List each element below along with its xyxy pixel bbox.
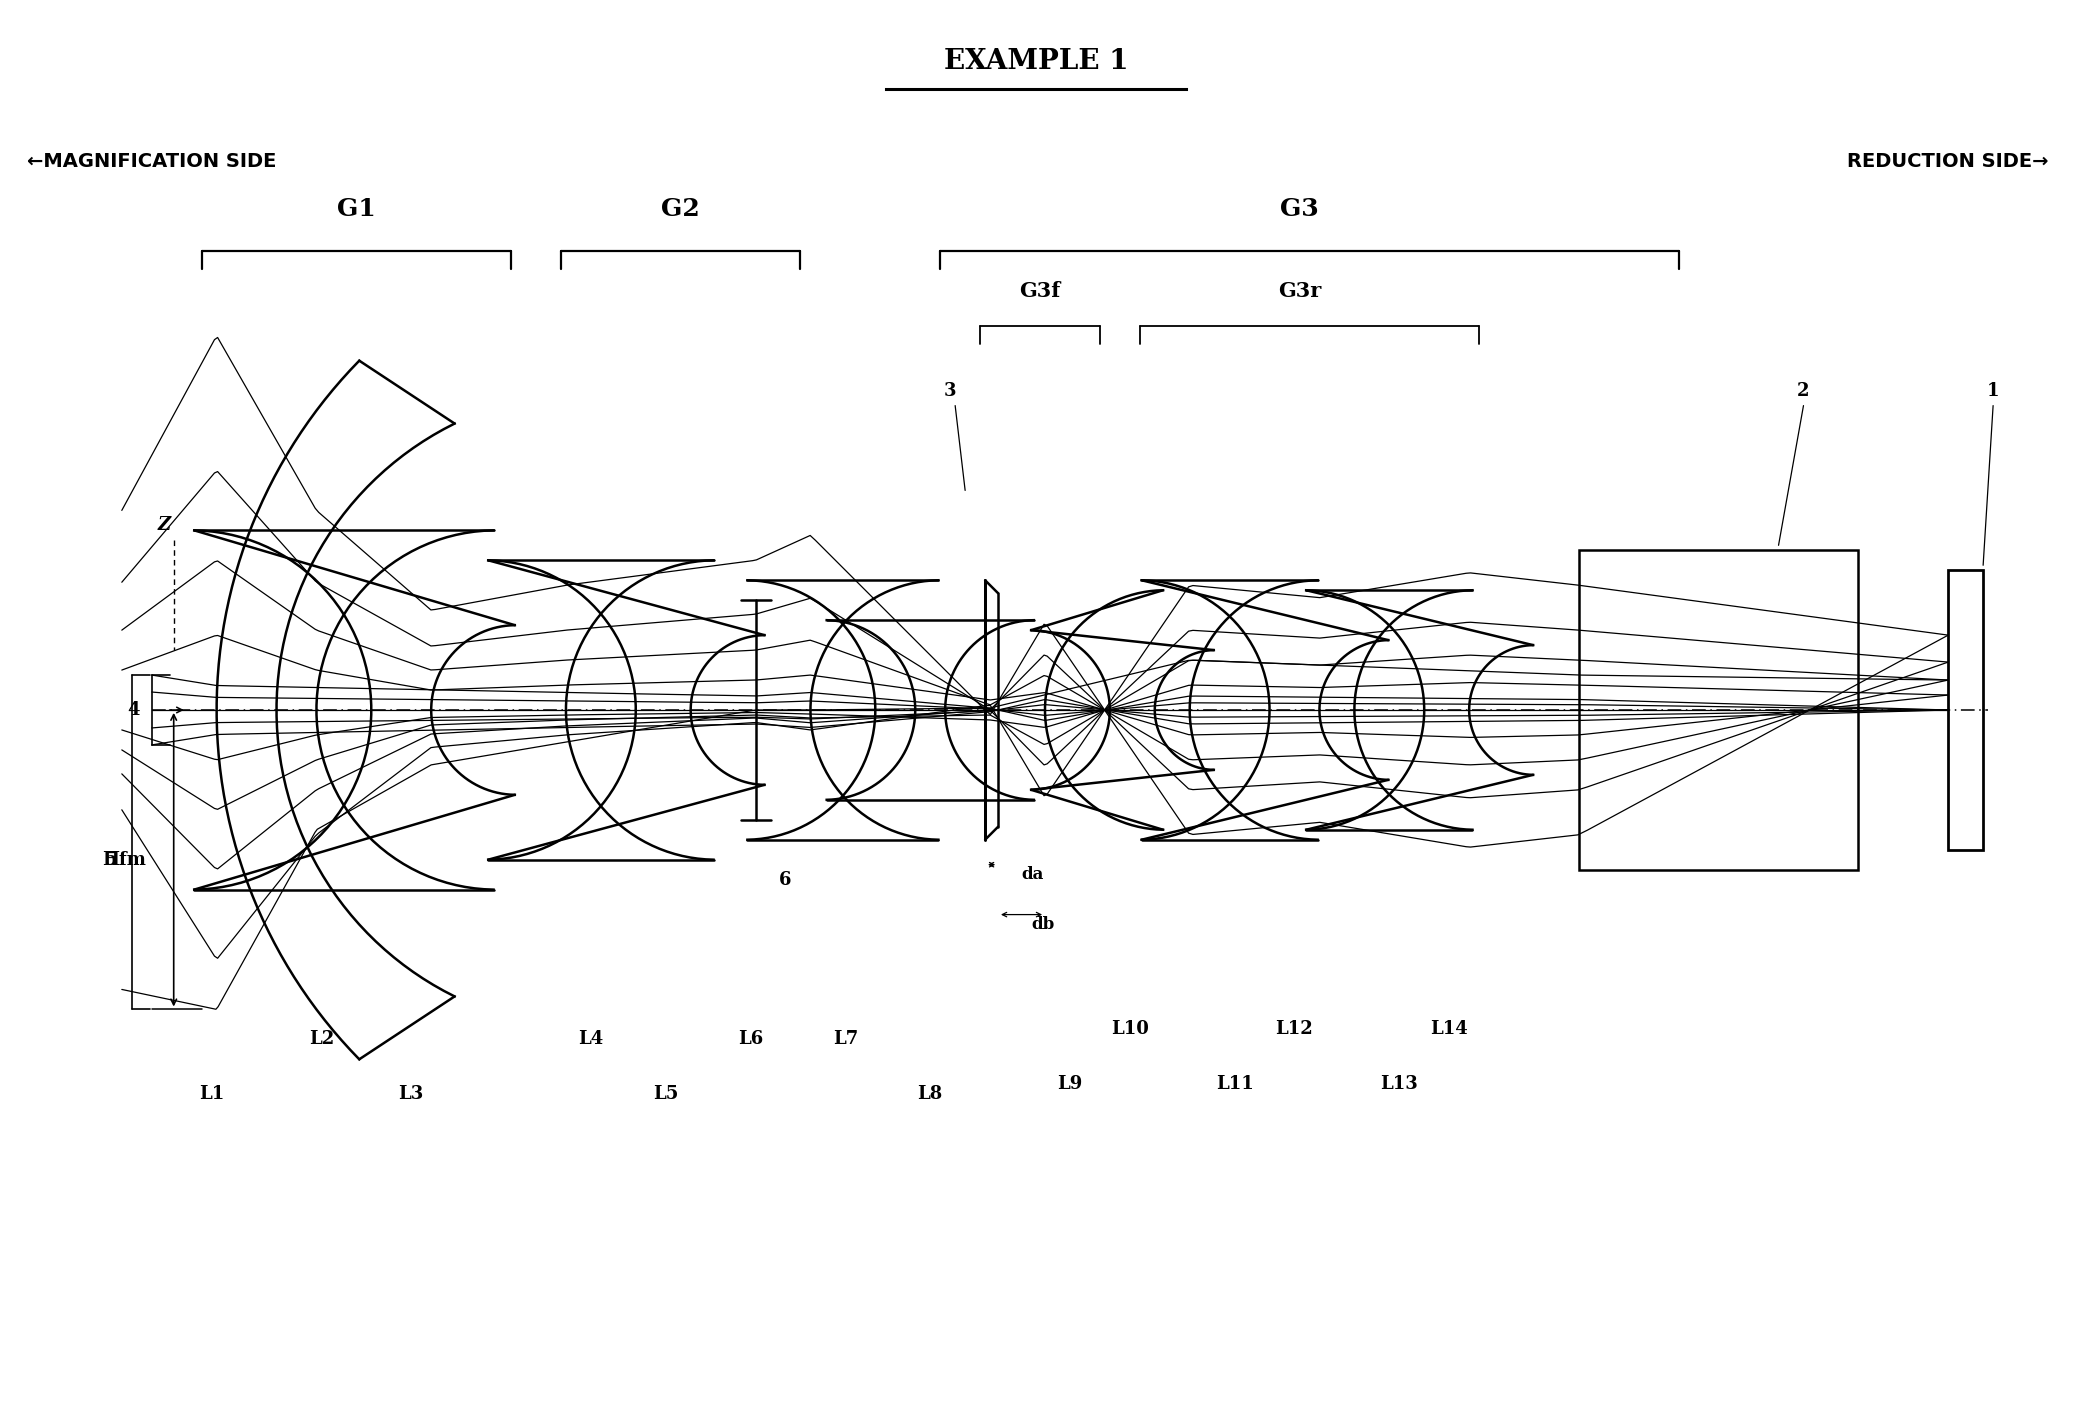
Text: ←MAGNIFICATION SIDE: ←MAGNIFICATION SIDE xyxy=(27,151,276,171)
Text: EXAMPLE 1: EXAMPLE 1 xyxy=(943,48,1128,75)
Bar xyxy=(1949,570,1984,850)
Text: db: db xyxy=(1032,916,1055,933)
Text: L9: L9 xyxy=(1057,1076,1082,1093)
Text: Z: Z xyxy=(158,516,170,534)
Text: 2: 2 xyxy=(1797,382,1810,399)
Text: L7: L7 xyxy=(833,1031,858,1049)
Text: G3: G3 xyxy=(1281,197,1318,221)
Text: da: da xyxy=(1022,866,1045,883)
Text: 3: 3 xyxy=(943,382,956,399)
Text: 6: 6 xyxy=(779,870,792,888)
Text: L8: L8 xyxy=(918,1086,943,1103)
Text: L3: L3 xyxy=(398,1086,423,1103)
Text: 4: 4 xyxy=(126,701,139,719)
Text: L14: L14 xyxy=(1430,1021,1468,1038)
Text: G3f: G3f xyxy=(1020,281,1061,300)
Text: Hfm: Hfm xyxy=(102,850,145,869)
Text: G2: G2 xyxy=(661,197,701,221)
Text: L13: L13 xyxy=(1381,1076,1418,1093)
Text: L11: L11 xyxy=(1215,1076,1254,1093)
Text: L12: L12 xyxy=(1275,1021,1314,1038)
Text: G1: G1 xyxy=(338,197,375,221)
Text: L2: L2 xyxy=(309,1031,334,1049)
Text: G3r: G3r xyxy=(1277,281,1321,300)
Text: L4: L4 xyxy=(578,1031,603,1049)
Text: 1: 1 xyxy=(1986,382,1998,399)
Text: 5: 5 xyxy=(104,850,116,869)
Text: L1: L1 xyxy=(199,1086,224,1103)
Bar xyxy=(1580,550,1857,870)
Text: L6: L6 xyxy=(738,1031,763,1049)
Text: L5: L5 xyxy=(653,1086,678,1103)
Text: REDUCTION SIDE→: REDUCTION SIDE→ xyxy=(1847,151,2048,171)
Text: L10: L10 xyxy=(1111,1021,1148,1038)
